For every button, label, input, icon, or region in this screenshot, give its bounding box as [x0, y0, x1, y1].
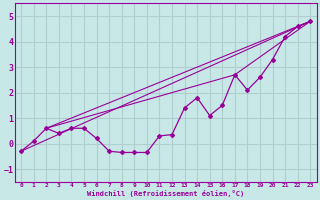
X-axis label: Windchill (Refroidissement éolien,°C): Windchill (Refroidissement éolien,°C) [87, 190, 244, 197]
